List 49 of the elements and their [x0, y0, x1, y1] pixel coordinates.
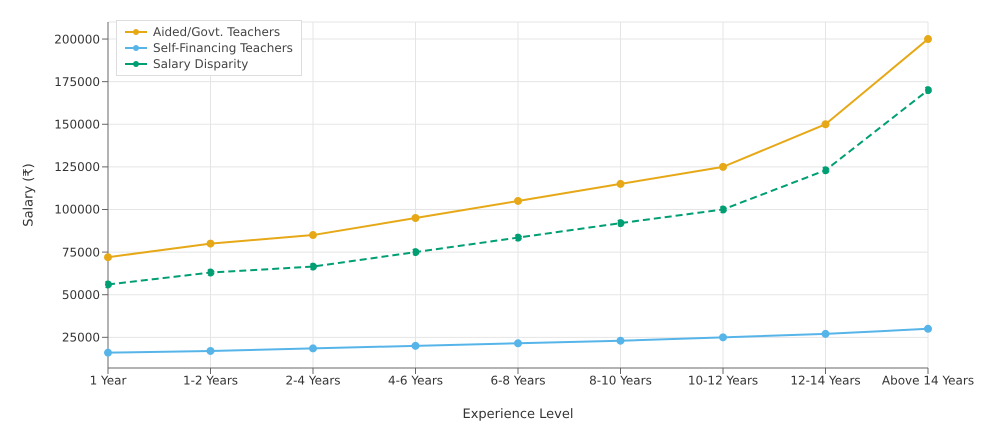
point	[309, 262, 317, 271]
point	[104, 280, 112, 288]
point	[514, 234, 522, 242]
point	[822, 166, 830, 174]
point	[309, 344, 317, 352]
point	[616, 219, 624, 228]
point	[206, 240, 214, 248]
y-tick-label: 25000	[62, 330, 100, 345]
point	[104, 253, 112, 262]
point	[514, 339, 522, 348]
point	[822, 330, 830, 338]
legend-label: Aided/Govt. Teachers	[153, 24, 280, 40]
y-tick-label: 125000	[54, 160, 100, 174]
point	[616, 336, 624, 345]
point	[206, 346, 214, 355]
x-tick-label: Above 14 Years	[882, 374, 974, 388]
x-tick-label: 10-12 Years	[688, 374, 758, 388]
y-tick-label: 200000	[54, 32, 100, 46]
x-tick-label: 12-14 Years	[790, 374, 861, 388]
x-tick-label: 2-4 Years	[285, 374, 341, 388]
x-tick-label: 8-10 Years	[589, 374, 652, 388]
y-tick-label: 175000	[54, 74, 100, 89]
x-tick-label: 1 Year	[90, 374, 126, 388]
point	[719, 205, 727, 214]
point	[412, 214, 420, 222]
point	[719, 162, 727, 171]
point	[719, 333, 727, 342]
point	[924, 35, 932, 44]
point	[822, 120, 830, 128]
point	[104, 348, 112, 357]
y-axis-title: Salary (₹)	[22, 163, 37, 227]
point	[412, 342, 420, 350]
y-tick-label: 100000	[54, 202, 100, 217]
legend-label: Salary Disparity	[153, 56, 248, 72]
point	[924, 324, 932, 333]
x-tick-label: 6-8 Years	[490, 374, 546, 388]
point	[309, 231, 317, 240]
point	[206, 268, 214, 277]
x-tick-label: 4-6 Years	[388, 374, 444, 388]
x-axis-title: Experience Level	[462, 407, 574, 422]
y-tick-label: 150000	[54, 118, 100, 132]
legend-label: Self-Financing Teachers	[153, 40, 293, 56]
point	[616, 180, 624, 188]
y-tick-label: 50000	[62, 288, 100, 302]
point	[924, 86, 932, 94]
point	[514, 196, 522, 205]
x-tick-label: 1-2 Years	[182, 374, 238, 388]
point	[412, 248, 420, 256]
y-tick-label: 75000	[62, 245, 100, 260]
